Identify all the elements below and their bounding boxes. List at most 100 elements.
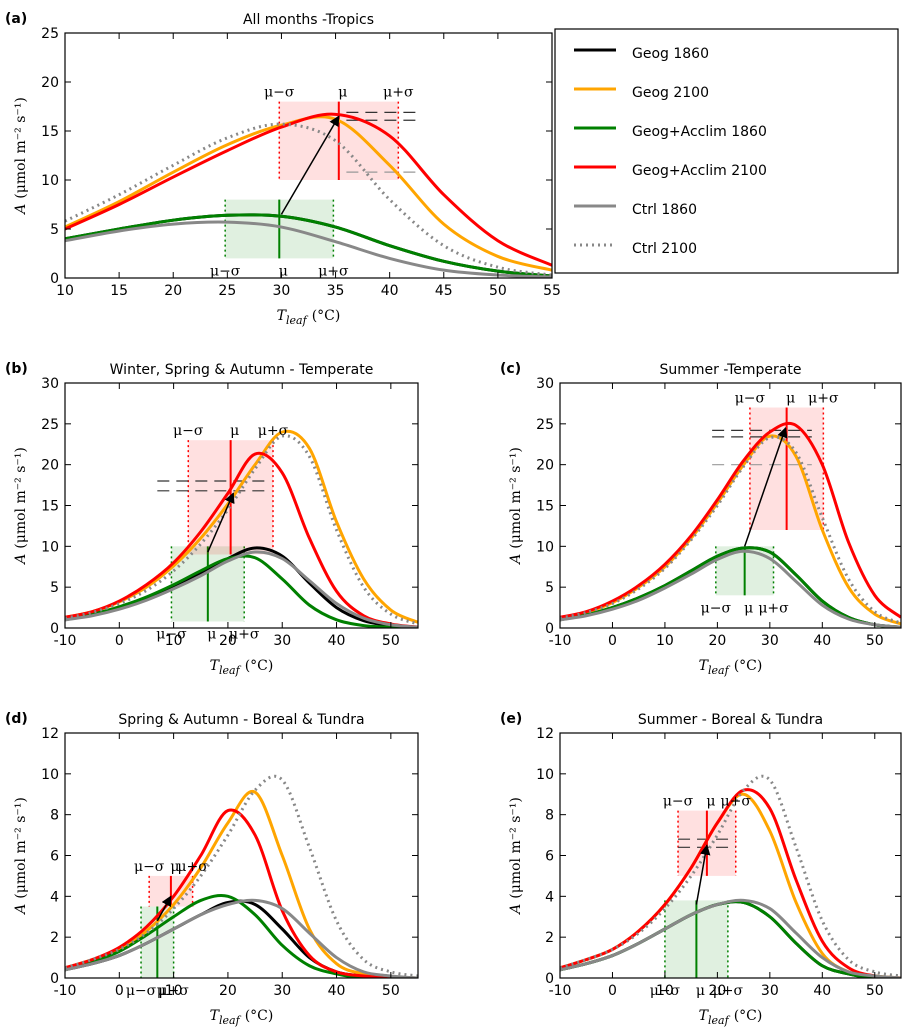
shift-arrow xyxy=(743,426,788,547)
y-label-unit: (μmol m⁻² s⁻¹) xyxy=(13,97,29,199)
box-label: μ+σ xyxy=(158,983,189,999)
x-tick-label: 50 xyxy=(866,983,884,999)
box-label: μ−σ xyxy=(701,600,732,616)
y-label-unit: (μmol m⁻² s⁻¹) xyxy=(508,797,524,899)
box-label: μ−σ xyxy=(210,263,241,279)
x-tick-label: 55 xyxy=(543,283,561,299)
y-tick-label: 20 xyxy=(41,75,59,91)
y-axis-label: A (μmol m⁻² s⁻¹) xyxy=(508,797,524,916)
x-axis-label: Tleaf (°C) xyxy=(699,658,763,677)
x-tick-label: 30 xyxy=(273,633,291,649)
x-tick-label: 35 xyxy=(327,283,345,299)
box-label: μ xyxy=(279,263,288,279)
y-tick-label: 5 xyxy=(50,580,59,596)
panel-title: Winter, Spring & Autumn - Temperate xyxy=(110,362,374,378)
series-line xyxy=(560,774,901,978)
x-tick-label: 10 xyxy=(656,633,674,649)
x-tick-label: 20 xyxy=(708,633,726,649)
y-label-symbol: A xyxy=(13,204,29,216)
x-tick-label: 10 xyxy=(656,983,674,999)
shift-arrow xyxy=(695,844,711,905)
box-label: μ+σ xyxy=(258,423,289,439)
x-label-unit: (°C) xyxy=(245,658,274,674)
y-label-symbol: A xyxy=(508,904,524,916)
y-tick-label: 2 xyxy=(50,930,59,946)
box-label: μ xyxy=(696,983,705,999)
x-axis-label: Tleaf (°C) xyxy=(210,1008,274,1027)
y-label-symbol: A xyxy=(508,554,524,566)
y-tick-label: 10 xyxy=(41,767,59,783)
x-label-unit: (°C) xyxy=(734,1008,763,1024)
x-tick-label: -10 xyxy=(549,633,572,649)
box-label: μ xyxy=(706,794,715,810)
panel-label: (d) xyxy=(5,711,28,727)
panel-label: (b) xyxy=(5,361,28,377)
box-label: μ+σ xyxy=(758,600,789,616)
x-tick-label: 10 xyxy=(56,283,74,299)
x-tick-label: 20 xyxy=(219,633,237,649)
x-tick-label: 10 xyxy=(165,983,183,999)
plot-area xyxy=(65,429,418,628)
series-line xyxy=(65,893,418,978)
panel: (e) Summer - Boreal & Tundra μ−σ μ μ+σ μ−σ μ μ+… xyxy=(500,711,902,1027)
series-line xyxy=(560,788,901,978)
y-tick-label: 10 xyxy=(41,173,59,189)
y-label-symbol: A xyxy=(13,904,29,916)
box-label: μ xyxy=(170,859,179,875)
y-tick-label: 8 xyxy=(50,808,59,824)
panel-title: All months -Tropics xyxy=(243,12,374,28)
x-label-symbol: T xyxy=(210,658,221,674)
box-label: μ−σ xyxy=(126,983,157,999)
x-tick-label: 40 xyxy=(328,983,346,999)
series-line xyxy=(560,898,901,978)
axes-frame xyxy=(64,732,419,979)
series-line xyxy=(65,774,418,978)
shift-arrow xyxy=(207,492,235,553)
panel: (a) All months -Tropics μ−σ μ μ+σ μ−σ μ μ+σ 10 15… xyxy=(5,11,561,327)
series-line xyxy=(65,220,552,278)
x-tick-label: 40 xyxy=(813,983,831,999)
y-axis-label: A (μmol m⁻² s⁻¹) xyxy=(13,447,29,566)
box-label: μ−σ xyxy=(650,983,681,999)
y-tick-label: 10 xyxy=(41,539,59,555)
x-label-unit: (°C) xyxy=(734,658,763,674)
x-tick-label: 40 xyxy=(328,633,346,649)
y-tick-label: 10 xyxy=(536,539,554,555)
x-tick-label: 20 xyxy=(164,283,182,299)
y-label-symbol: A xyxy=(13,554,29,566)
box-label: μ+σ xyxy=(808,391,839,407)
legend-label: Geog 2100 xyxy=(632,85,709,101)
box-label: μ+σ xyxy=(318,263,349,279)
box-label: μ+σ xyxy=(383,85,414,101)
y-tick-label: 15 xyxy=(41,124,59,140)
box-label: μ xyxy=(157,983,166,999)
series-line xyxy=(560,900,901,978)
y-tick-label: 0 xyxy=(50,971,59,987)
x-tick-label: 0 xyxy=(608,633,617,649)
y-tick-label: 20 xyxy=(536,458,554,474)
box-label: μ xyxy=(230,423,239,439)
y-tick-label: 6 xyxy=(50,849,59,865)
series-line xyxy=(65,898,418,978)
plot-area xyxy=(560,407,901,628)
y-axis-label: A (μmol m⁻² s⁻¹) xyxy=(508,447,524,566)
box-label: μ xyxy=(207,626,216,642)
series-line xyxy=(560,421,901,619)
x-tick-label: 20 xyxy=(708,983,726,999)
axes-frame xyxy=(64,32,553,279)
x-label-subscript: leaf xyxy=(219,1014,242,1027)
y-tick-label: 0 xyxy=(545,971,554,987)
shift-arrow xyxy=(156,895,172,922)
x-tick-label: 20 xyxy=(219,983,237,999)
series-line xyxy=(65,213,552,278)
series-line xyxy=(65,899,418,978)
box-label: μ+σ xyxy=(721,794,752,810)
series-line xyxy=(65,434,418,626)
y-tick-label: 8 xyxy=(545,808,554,824)
y-label-unit: (μmol m⁻² s⁻¹) xyxy=(13,797,29,899)
panel-title: Summer -Temperate xyxy=(660,362,802,378)
x-label-unit: (°C) xyxy=(312,308,341,324)
x-tick-label: 30 xyxy=(761,983,779,999)
y-tick-label: 15 xyxy=(41,499,59,515)
x-axis-label: Tleaf (°C) xyxy=(699,1008,763,1027)
